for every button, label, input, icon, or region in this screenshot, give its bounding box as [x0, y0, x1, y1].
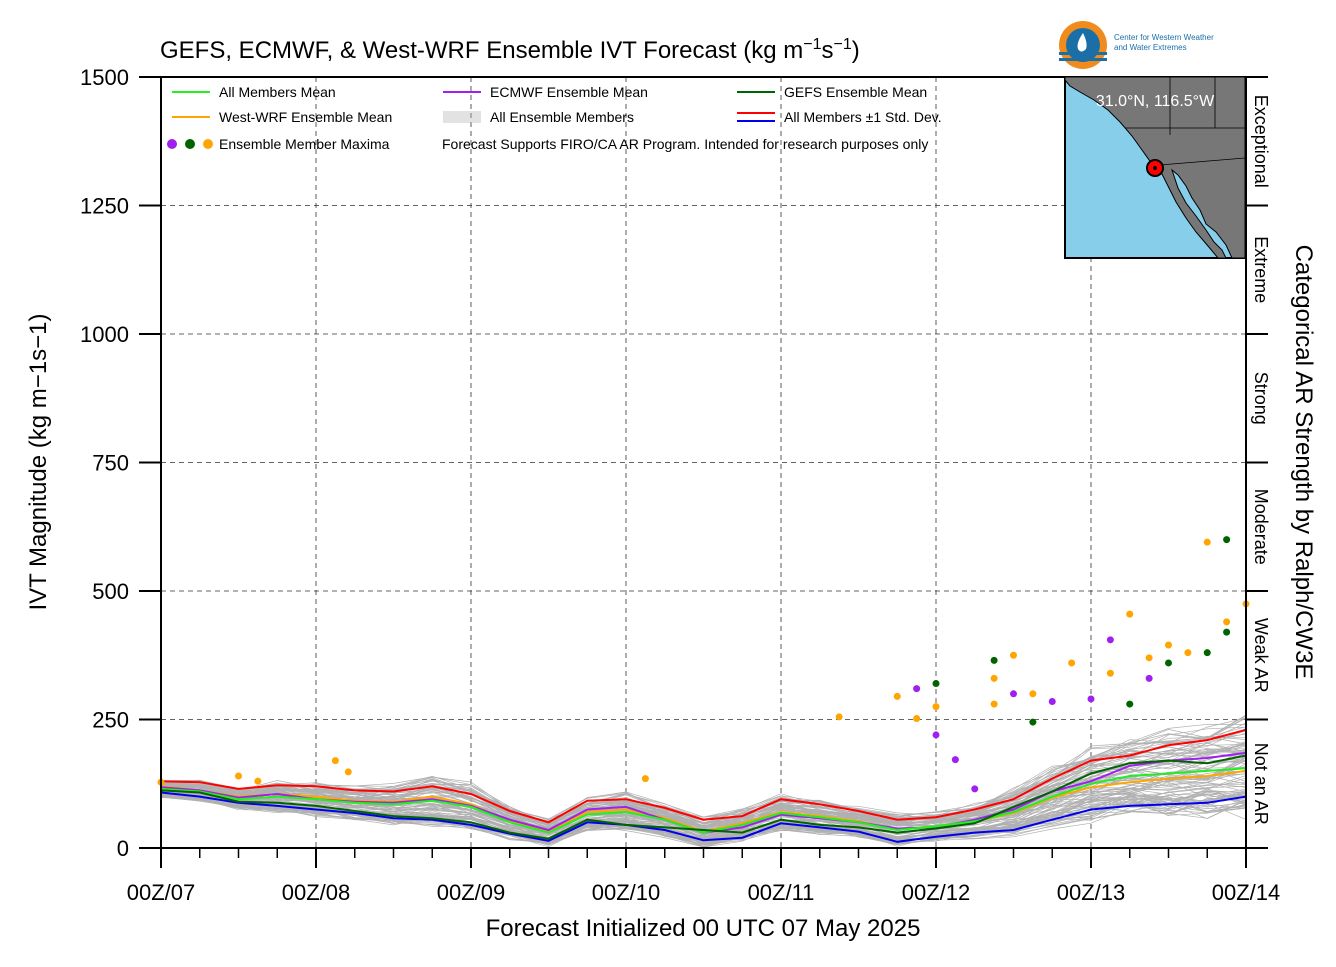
logo-text-line1: Center for Western Weather	[1114, 33, 1214, 42]
ensemble-maximum-point	[913, 685, 921, 693]
ensemble-member-line	[160, 748, 1247, 831]
ensemble-maximum-point	[641, 775, 649, 783]
ensemble-maximum-point	[1184, 649, 1192, 657]
y-tick-label: 500	[92, 579, 129, 604]
legend-gefs-mean: GEFS Ensemble Mean	[784, 84, 927, 100]
ensemble-member-line	[160, 794, 1247, 845]
ensemble-member-line	[160, 777, 1247, 838]
right-axis-label: Categorical AR Strength by Ralph/CW3E	[1290, 245, 1317, 680]
legend-note: Forecast Supports FIRO/CA AR Program. In…	[442, 136, 928, 152]
series-line-gefs-ensemble-mean	[160, 754, 1247, 840]
y-tick-label: 1500	[80, 65, 129, 90]
x-tick-label: 00Z/13	[1057, 880, 1126, 905]
x-tick-label: 00Z/12	[902, 880, 971, 905]
ensemble-maximum-point	[1203, 538, 1211, 546]
y-tick-label: 1250	[80, 194, 129, 219]
series-line-all-members-mean	[160, 767, 1247, 834]
legend-ecmwf-mean: ECMWF Ensemble Mean	[490, 84, 648, 100]
ensemble-maximum-point	[990, 656, 998, 664]
ensemble-maximum-point	[1223, 628, 1231, 636]
ensemble-member-line	[160, 791, 1247, 841]
series-line-all-members-1-std-dev-lower	[160, 791, 1247, 843]
inset-coordinates: 31.0°N, 116.5°W	[1096, 93, 1215, 110]
ensemble-maximum-point	[951, 756, 959, 764]
ensemble-maximum-point	[1010, 690, 1017, 698]
inset-map: 31.0°N, 116.5°W	[1064, 76, 1246, 259]
x-tick-label: 00Z/14	[1212, 880, 1281, 905]
x-tick-label: 00Z/10	[592, 880, 661, 905]
category-label: Moderate	[1251, 489, 1271, 565]
ensemble-maximum-point	[1223, 536, 1231, 544]
ensemble-maximum-point	[913, 714, 921, 722]
ensemble-maximum-point	[1010, 651, 1017, 659]
ensemble-maximum-point	[1106, 636, 1114, 644]
y-tick-label: 1000	[80, 322, 129, 347]
ensemble-maximum-point	[344, 768, 352, 776]
ensemble-maximum-point	[1048, 698, 1056, 706]
ensemble-maximum-point	[835, 713, 843, 721]
ensemble-maximum-point	[1126, 700, 1134, 708]
ensemble-maximum-point	[971, 785, 979, 793]
legend: All Members Mean ECMWF Ensemble Mean GEF…	[167, 84, 942, 152]
x-tick-label: 00Z/11	[748, 880, 815, 905]
y-tick-label: 750	[92, 451, 129, 476]
x-tick-label: 00Z/07	[127, 880, 196, 905]
ensemble-member-line	[160, 788, 1247, 846]
ensemble-member-line	[160, 751, 1247, 830]
ensemble-maximum-point	[1029, 690, 1037, 698]
legend-all-members-mean: All Members Mean	[219, 84, 336, 100]
ensemble-maximum-point	[1203, 649, 1211, 657]
ensemble-maximum-point	[893, 692, 901, 700]
ensemble-maximum-point	[1223, 618, 1231, 626]
legend-maxima: Ensemble Member Maxima	[219, 136, 390, 152]
category-label: Extreme	[1251, 236, 1271, 303]
ensemble-maximum-point	[1106, 669, 1114, 677]
ensemble-member-line	[160, 781, 1247, 838]
ensemble-maximum-point	[932, 680, 940, 688]
ensemble-maximum-point	[932, 731, 940, 739]
ensemble-maximum-point	[932, 703, 940, 711]
y-tick-label: 250	[92, 708, 129, 733]
ensemble-member-line	[160, 766, 1247, 835]
category-label: Not an AR	[1251, 743, 1271, 825]
legend-all-members: All Ensemble Members	[490, 109, 634, 125]
category-label: Weak AR	[1251, 618, 1271, 693]
ensemble-maximum-point	[1029, 718, 1037, 726]
x-tick-label: 00Z/09	[437, 880, 506, 905]
ensemble-maximum-point	[1126, 610, 1134, 618]
ensemble-maximum-point	[331, 757, 339, 765]
series-line-all-members-1-std-dev	[160, 728, 1247, 824]
ensemble-maximum-point	[990, 674, 998, 682]
ensemble-maximum-point	[990, 700, 998, 708]
category-label: Strong	[1251, 372, 1271, 425]
ensemble-maximum-point	[1068, 659, 1076, 667]
ensemble-maximum-point	[1165, 641, 1172, 649]
ensemble-maximum-point	[1145, 654, 1153, 662]
ensemble-maximum-point	[1087, 695, 1095, 703]
y-tick-label: 0	[117, 836, 129, 861]
logo-text-line2: and Water Extremes	[1114, 43, 1187, 52]
x-axis-label: Forecast Initialized 00 UTC 07 May 2025	[486, 915, 921, 942]
category-label: Exceptional	[1251, 95, 1271, 188]
legend-std-dev: All Members ±1 Std. Dev.	[784, 109, 942, 125]
chart-title: GEFS, ECMWF, & West-WRF Ensemble IVT For…	[160, 36, 860, 64]
x-tick-label: 00Z/08	[282, 880, 351, 905]
ensemble-maximum-point	[235, 772, 242, 780]
cw3e-logo: Center for Western Weather and Water Ext…	[1059, 21, 1214, 69]
y-axis-label: IVT Magnitude (kg m−1s−1)	[25, 313, 52, 610]
legend-westwrf-mean: West-WRF Ensemble Mean	[219, 109, 392, 125]
ensemble-member-line	[160, 722, 1247, 824]
ensemble-maximum-point	[254, 777, 262, 785]
ensemble-maximum-point	[1145, 674, 1153, 682]
ensemble-maximum-point	[1165, 659, 1172, 667]
